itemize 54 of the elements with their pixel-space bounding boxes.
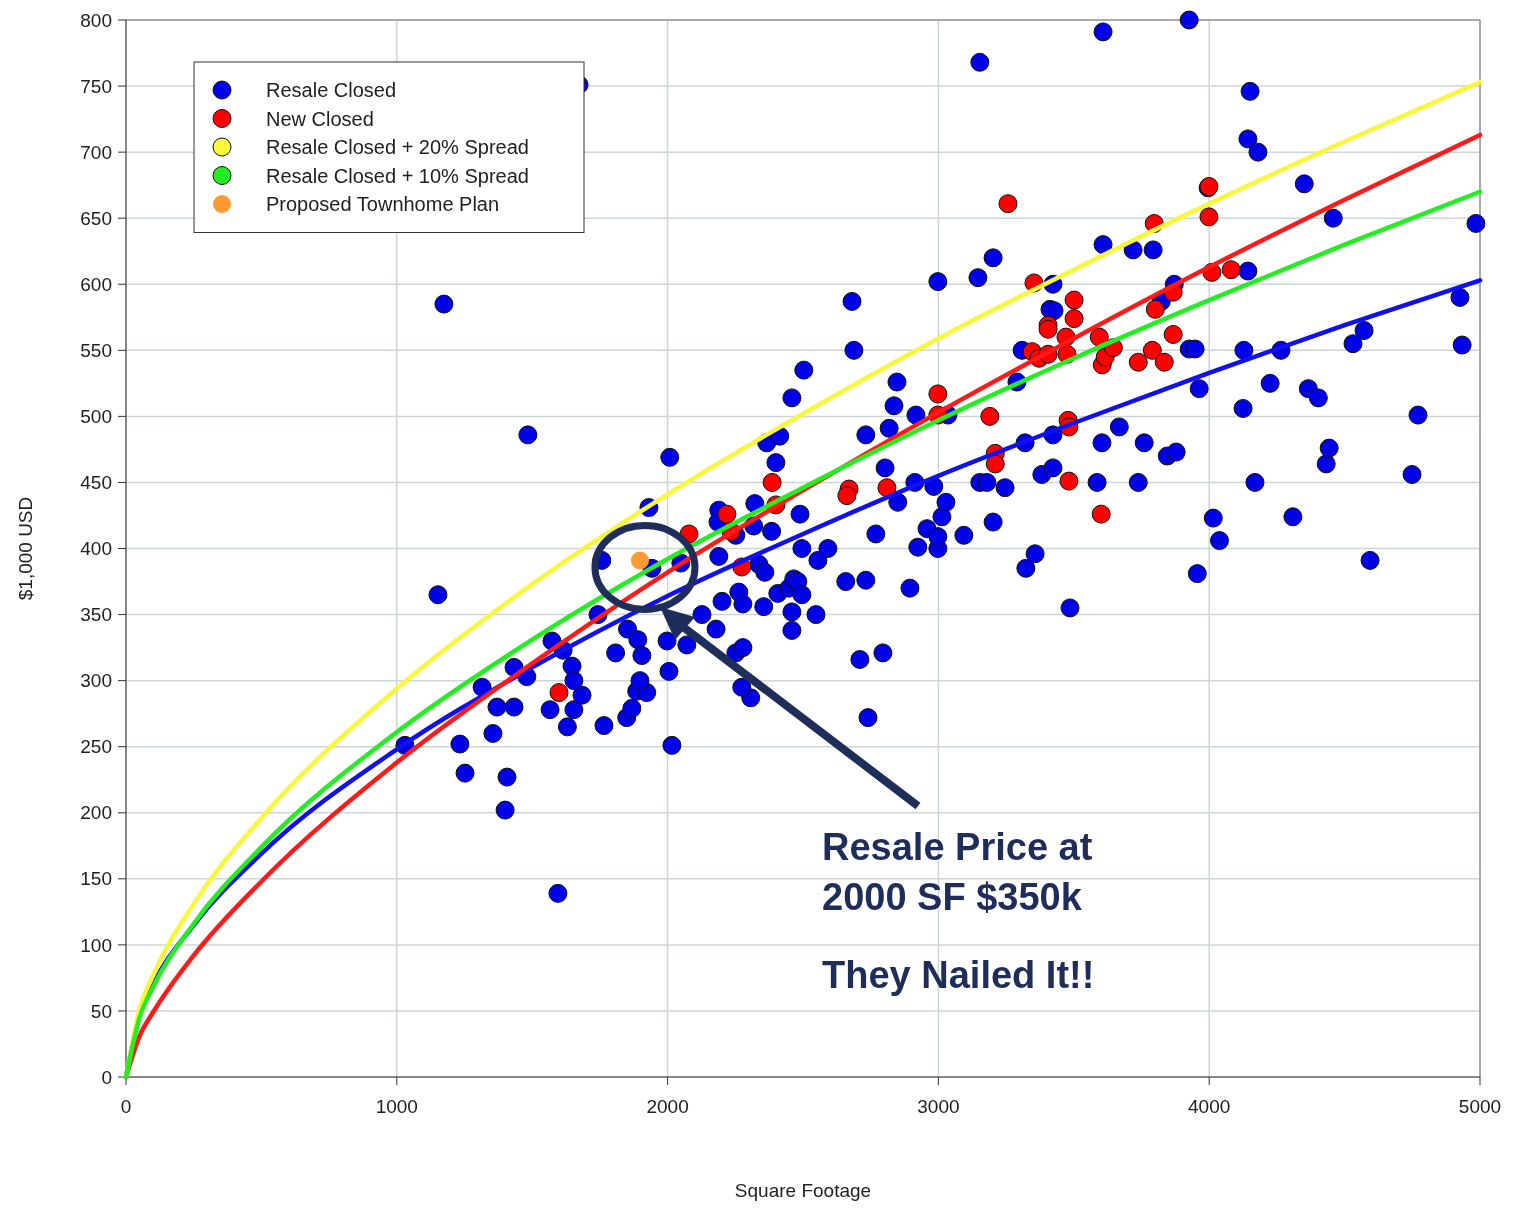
legend-label: Resale Closed: [266, 79, 397, 101]
point: [1128, 352, 1148, 372]
x-tick-label: 0: [120, 1096, 132, 1117]
point: [1221, 260, 1241, 280]
y-tick-label: 750: [80, 75, 112, 97]
point: [980, 406, 1000, 426]
point: [1089, 327, 1109, 347]
y-tick-label: 300: [80, 670, 112, 692]
y-tick-label: 650: [80, 207, 112, 229]
point: [928, 384, 948, 404]
point: [985, 454, 1005, 474]
annotation: They Nailed It!!: [822, 954, 1095, 996]
y-tick-label: 150: [80, 868, 112, 890]
point: [1091, 504, 1111, 524]
y-tick-label: 350: [80, 604, 112, 626]
y-tick-label: 500: [80, 406, 112, 428]
x-tick-label: 5000: [1458, 1096, 1502, 1117]
y-tick-label: 250: [80, 736, 112, 758]
point: [762, 472, 782, 492]
point: [1142, 340, 1162, 360]
x-axis-title: Square Footage: [734, 1180, 872, 1201]
annotation: Resale Price at 2000 SF $350k: [822, 826, 1093, 918]
y-tick-label: 50: [90, 1000, 112, 1022]
point: [630, 551, 649, 570]
x-tick-label: 3000: [917, 1096, 960, 1117]
point: [1199, 207, 1219, 227]
point: [1154, 352, 1174, 372]
legend-label: Resale Closed + 10% Spread: [266, 164, 529, 187]
y-tick-label: 800: [80, 9, 112, 31]
point: [717, 504, 737, 524]
y-axis-title: $1,000 USD: [15, 496, 36, 601]
x-tick-label: 1000: [375, 1096, 418, 1117]
point: [1059, 471, 1079, 491]
point: [1064, 309, 1084, 329]
y-tick-label: 200: [80, 802, 112, 824]
y-tick-label: 0: [101, 1066, 112, 1088]
point: [998, 194, 1018, 214]
y-tick-label: 550: [80, 339, 112, 361]
point: [877, 478, 897, 498]
y-tick-label: 100: [80, 934, 112, 956]
y-tick-label: 450: [80, 472, 112, 494]
y-tick-label: 700: [80, 141, 112, 163]
point: [1163, 324, 1183, 344]
point: [1145, 299, 1165, 319]
x-tick-label: 4000: [1188, 1096, 1231, 1117]
legend-label: Proposed Townhome Plan: [266, 193, 500, 215]
legend-label: New Closed: [266, 107, 374, 130]
point: [549, 683, 569, 703]
y-tick-label: 400: [80, 538, 112, 560]
legend-label: Resale Closed + 20% Spread: [266, 136, 529, 158]
y-tick-label: 600: [80, 273, 112, 295]
x-tick-label: 2000: [646, 1096, 689, 1117]
point: [837, 486, 857, 506]
point: [1064, 290, 1084, 310]
